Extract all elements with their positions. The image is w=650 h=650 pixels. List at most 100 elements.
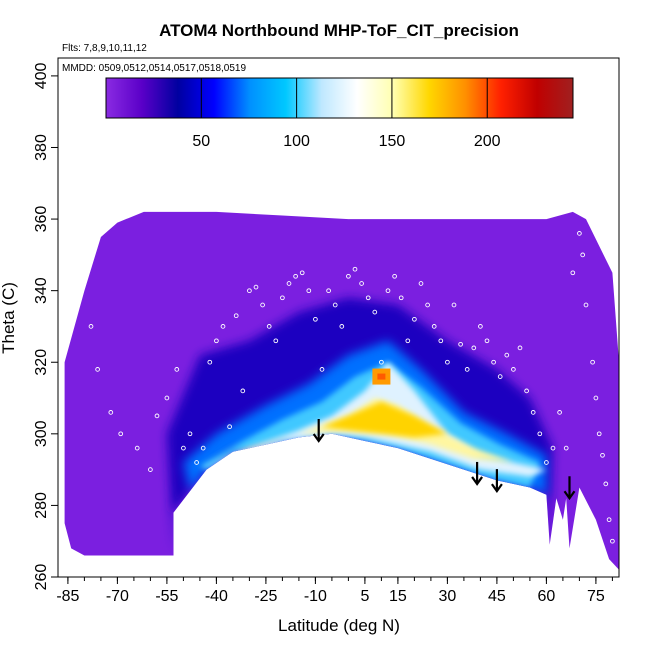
observation-point <box>392 273 397 279</box>
y-tick-label: 360 <box>33 206 50 233</box>
x-tick-label: 45 <box>488 588 506 605</box>
observation-point <box>253 284 259 290</box>
observation-point <box>319 367 325 372</box>
observation-point <box>187 431 193 437</box>
observation-point <box>425 302 430 308</box>
x-tick-label: 60 <box>538 588 556 605</box>
observation-point <box>108 410 114 415</box>
arrow-head <box>491 483 503 493</box>
observation-point <box>544 460 549 465</box>
observation-point <box>478 324 483 329</box>
observation-point <box>596 431 602 437</box>
colorbar-tick-label: 50 <box>192 133 210 150</box>
observation-point <box>247 288 252 294</box>
x-tick-label: -40 <box>205 588 228 605</box>
observation-point <box>563 445 569 451</box>
observation-point <box>385 288 391 294</box>
observation-point <box>88 324 94 329</box>
observation-point <box>372 309 378 315</box>
y-tick-label: 280 <box>33 492 50 519</box>
x-tick-label: 15 <box>389 588 407 605</box>
observation-point <box>583 302 589 308</box>
colorbar: 50 100 150 200 <box>105 77 574 150</box>
observation-point <box>286 281 292 286</box>
gold-core <box>322 401 448 438</box>
y-axis: 260 280 300 320 340 360 380 400 <box>33 58 59 591</box>
x-tick-label: -85 <box>56 588 79 605</box>
observation-point <box>537 431 543 437</box>
observation-point <box>431 324 437 329</box>
observation-point <box>313 316 318 322</box>
y-tick-label: 300 <box>33 420 50 447</box>
observation-point <box>194 460 199 465</box>
y-axis-label: Theta (C) <box>0 282 18 354</box>
observation-point <box>332 302 338 308</box>
hot-spot-center <box>377 373 386 380</box>
observation-point <box>227 424 232 430</box>
observation-point <box>306 288 312 294</box>
observation-point <box>497 374 503 379</box>
x-tick-label: -10 <box>304 588 327 605</box>
colorbar-tick-label: 100 <box>283 133 310 150</box>
y-tick-label: 380 <box>33 134 50 161</box>
observation-point <box>326 288 331 294</box>
observation-point <box>207 359 213 365</box>
observation-point <box>530 410 536 415</box>
arrow-head <box>312 433 325 443</box>
observation-point <box>233 313 239 319</box>
y-tick-label: 260 <box>33 564 50 591</box>
observation-point <box>273 338 279 344</box>
colorbar-tick-label: 200 <box>474 133 501 150</box>
observation-point <box>220 324 226 329</box>
dates-note: MMDD: 0509,0512,0514,0517,0518,0519 <box>62 63 246 74</box>
observation-point <box>346 273 351 279</box>
observation-point <box>405 338 411 344</box>
observation-point <box>365 295 371 301</box>
plot-area: MMDD: 0509,0512,0514,0517,0518,0519 <box>57 57 620 578</box>
arrow-head <box>471 476 483 486</box>
x-tick-label: 30 <box>439 588 457 605</box>
observation-point <box>550 445 556 451</box>
observation-point <box>134 445 140 451</box>
observation-point <box>504 352 510 358</box>
observation-point <box>570 270 576 276</box>
observation-point <box>339 324 345 329</box>
observation-point <box>577 231 582 236</box>
observation-point <box>438 338 444 344</box>
observation-point <box>174 367 180 372</box>
chart-title: ATOM4 Northbound MHP-ToF_CIT_precision <box>159 21 519 40</box>
observation-point <box>398 295 404 301</box>
observation-points <box>88 231 615 544</box>
observation-point <box>154 413 160 419</box>
observation-point <box>148 467 153 472</box>
observation-point <box>181 445 186 451</box>
x-tick-label: -55 <box>155 588 178 605</box>
observation-point <box>464 367 470 372</box>
observation-point <box>266 324 272 329</box>
observation-point <box>299 270 305 276</box>
y-tick-label: 340 <box>33 277 50 304</box>
observation-point <box>603 481 609 487</box>
observation-point <box>606 517 612 523</box>
tropopause-arrows <box>312 418 576 501</box>
x-tick-label: 5 <box>360 588 369 605</box>
observation-point <box>593 395 599 401</box>
observation-point <box>240 388 246 394</box>
colorbar-tick-label: 150 <box>379 133 406 150</box>
observation-point <box>418 281 424 286</box>
observation-point <box>118 431 124 437</box>
heatmap-layers <box>64 211 620 570</box>
observation-point <box>484 338 490 344</box>
observation-point <box>451 302 457 308</box>
observation-point <box>458 341 463 347</box>
y-tick-label: 400 <box>33 62 50 89</box>
observation-point <box>379 359 384 365</box>
observation-point <box>293 273 298 279</box>
observation-point <box>214 338 219 344</box>
observation-point <box>557 410 562 415</box>
x-tick-label: 75 <box>587 588 605 605</box>
observation-point <box>511 367 516 372</box>
observation-point <box>590 359 595 365</box>
x-tick-label: -25 <box>254 588 277 605</box>
